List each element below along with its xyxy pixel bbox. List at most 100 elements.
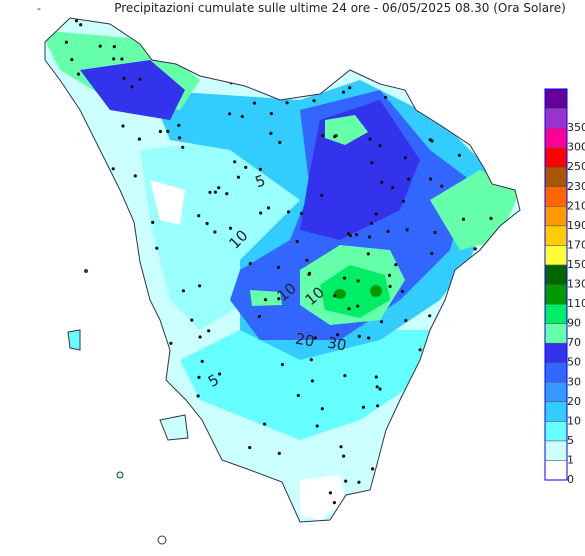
station-dot: [334, 134, 338, 138]
station-dot: [315, 424, 319, 428]
station-dot: [516, 128, 520, 132]
station-dot: [469, 429, 473, 433]
station-dot: [420, 24, 424, 28]
station-dot: [263, 298, 268, 302]
station-dot: [339, 445, 343, 449]
station-dot: [388, 284, 392, 288]
legend-swatch: [544, 323, 568, 344]
station-dot: [278, 140, 282, 144]
station-dot: [356, 279, 360, 283]
legend-label: 150: [567, 258, 585, 271]
legend-swatch: [544, 401, 568, 422]
station-dot: [369, 221, 374, 225]
station-dot: [91, 477, 95, 482]
station-dot: [433, 230, 437, 235]
station-dot: [474, 45, 478, 50]
island: [116, 471, 124, 479]
station-dot: [481, 362, 485, 366]
legend-swatch: [544, 225, 568, 246]
station-dot: [137, 137, 141, 141]
station-dot: [457, 300, 461, 304]
station-dot: [347, 232, 351, 236]
station-dot: [74, 404, 78, 408]
station-dot: [257, 314, 261, 319]
station-dot: [135, 379, 139, 384]
station-dot: [197, 375, 201, 379]
station-dot: [388, 457, 392, 461]
zone-90-110: [334, 289, 346, 299]
station-dot: [132, 30, 136, 34]
corner-mark: -: [37, 2, 41, 15]
station-dot: [463, 463, 467, 467]
station-dot: [388, 460, 392, 464]
station-dot: [440, 184, 444, 188]
island: [67, 329, 81, 351]
station-dot: [312, 99, 316, 103]
station-dot: [95, 263, 99, 267]
station-dot: [320, 193, 324, 197]
station-dot: [39, 84, 42, 87]
station-dot: [348, 86, 352, 90]
station-dot: [158, 447, 162, 451]
station-dot: [489, 216, 493, 220]
station-dot: [79, 23, 83, 27]
station-dot: [367, 336, 371, 340]
station-dot: [252, 101, 256, 105]
station-dot: [228, 112, 232, 116]
station-dot: [336, 333, 340, 337]
station-dot: [150, 480, 154, 484]
station-dot: [394, 263, 398, 267]
station-dot: [106, 180, 110, 184]
station-dot: [387, 273, 392, 277]
station-dot: [515, 121, 519, 125]
station-dot: [366, 252, 370, 256]
legend-swatch: [544, 440, 568, 461]
station-dot: [515, 229, 519, 233]
station-dot: [444, 512, 448, 516]
station-dot: [459, 76, 463, 80]
station-dot: [190, 318, 194, 322]
station-dot: [374, 212, 378, 216]
island: [159, 414, 189, 441]
station-dot: [231, 472, 235, 476]
station-dot: [476, 472, 480, 476]
zone-0-1: [150, 180, 185, 225]
legend-swatch: [544, 166, 568, 187]
station-dot: [488, 297, 492, 301]
station-dot: [313, 336, 317, 340]
station-dot: [383, 95, 388, 99]
station-dot: [428, 177, 433, 181]
legend-label: 10: [567, 414, 581, 427]
station-dot: [426, 505, 430, 509]
station-dot: [258, 167, 262, 171]
station-dot: [217, 186, 221, 190]
station-dot: [208, 190, 212, 194]
station-dot: [277, 34, 281, 39]
station-dot: [374, 375, 378, 379]
station-dot: [66, 155, 70, 159]
station-dot: [266, 206, 271, 210]
legend-swatch: [544, 382, 568, 403]
station-dot: [166, 129, 170, 133]
legend-swatch: [544, 421, 568, 442]
station-dot: [477, 418, 482, 422]
station-dot: [120, 57, 124, 61]
station-dot: [420, 432, 424, 436]
station-dot: [63, 403, 67, 407]
station-dot: [497, 156, 501, 161]
station-dot: [344, 479, 348, 483]
contour-label: 30: [326, 334, 348, 355]
station-dot: [263, 422, 267, 426]
station-dot: [454, 413, 458, 417]
station-dot: [282, 79, 286, 83]
station-dot: [479, 268, 483, 272]
station-dot: [424, 70, 428, 74]
station-dot: [341, 90, 346, 94]
legend-label: 130: [567, 278, 585, 291]
station-dot: [299, 211, 304, 216]
station-dot: [56, 86, 60, 90]
station-dot: [433, 476, 437, 480]
station-dot: [40, 22, 43, 25]
station-dot: [455, 40, 459, 44]
station-dot: [385, 467, 390, 471]
